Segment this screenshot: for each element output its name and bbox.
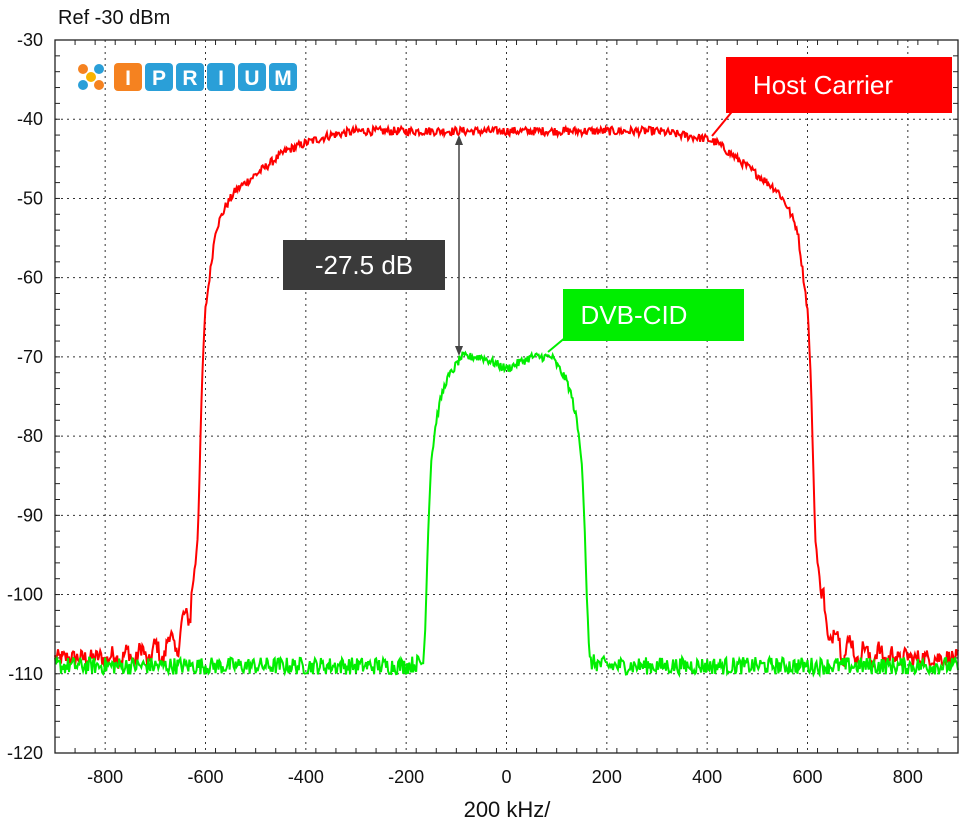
dB-difference-arrow [455, 135, 463, 356]
x-tick-label: -400 [288, 767, 324, 787]
logo-tile [238, 63, 266, 91]
svg-text:-27.5 dB: -27.5 dB [315, 250, 413, 280]
series-group [54, 123, 959, 678]
logo-letter: I [218, 67, 224, 90]
y-tick-label: -80 [17, 426, 43, 446]
dvb-cid-callout: DVB-CID [547, 289, 744, 353]
logo-mark-icon [78, 64, 104, 90]
logo-letter: P [152, 67, 166, 90]
x-tick-label: -200 [388, 767, 424, 787]
y-tick-label: -120 [7, 743, 43, 763]
y-tick-label: -40 [17, 109, 43, 129]
y-tick-label: -70 [17, 347, 43, 367]
svg-text:Host Carrier: Host Carrier [753, 70, 893, 100]
x-axis-label: 200 kHz/ [464, 797, 552, 822]
db-callout: -27.5 dB [283, 240, 445, 290]
x-tick-label: 600 [792, 767, 822, 787]
plot-frame [54, 39, 959, 754]
logo-tile [114, 63, 142, 91]
series-line-dvb-cid [54, 350, 959, 678]
y-tick-label: -100 [7, 585, 43, 605]
x-tick-label: 800 [893, 767, 923, 787]
x-tick-label: 200 [592, 767, 622, 787]
logo-tile [207, 63, 235, 91]
x-tick-label: 400 [692, 767, 722, 787]
x-tick-label: 0 [501, 767, 511, 787]
logo-tile [269, 63, 297, 91]
x-tick-label: -800 [87, 767, 123, 787]
logo-letter: I [125, 67, 131, 90]
y-tick-label: -90 [17, 505, 43, 525]
y-tick-label: -30 [17, 30, 43, 50]
ref-level-label: Ref -30 dBm [58, 7, 170, 29]
y-tick-label: -110 [8, 664, 43, 684]
x-tick-label: -600 [187, 767, 223, 787]
y-tick-label: -50 [17, 188, 43, 208]
logo-letter: R [182, 67, 197, 90]
y-tick-labels: -30 -40 -50 -60 -70 -80 -90 -100 -110 -120 [7, 30, 43, 763]
logo-tile [176, 63, 204, 91]
series-line-host-carrier [54, 123, 959, 670]
logo-letter: M [274, 67, 292, 90]
host-carrier-callout: Host Carrier [711, 57, 952, 137]
svg-text:DVB-CID: DVB-CID [581, 300, 688, 330]
logo-tile [145, 63, 173, 91]
y-tick-label: -60 [17, 268, 43, 288]
x-tick-labels: -800 -600 -400 -200 0 200 400 600 800 [87, 767, 923, 787]
logo-letter: U [244, 67, 259, 90]
